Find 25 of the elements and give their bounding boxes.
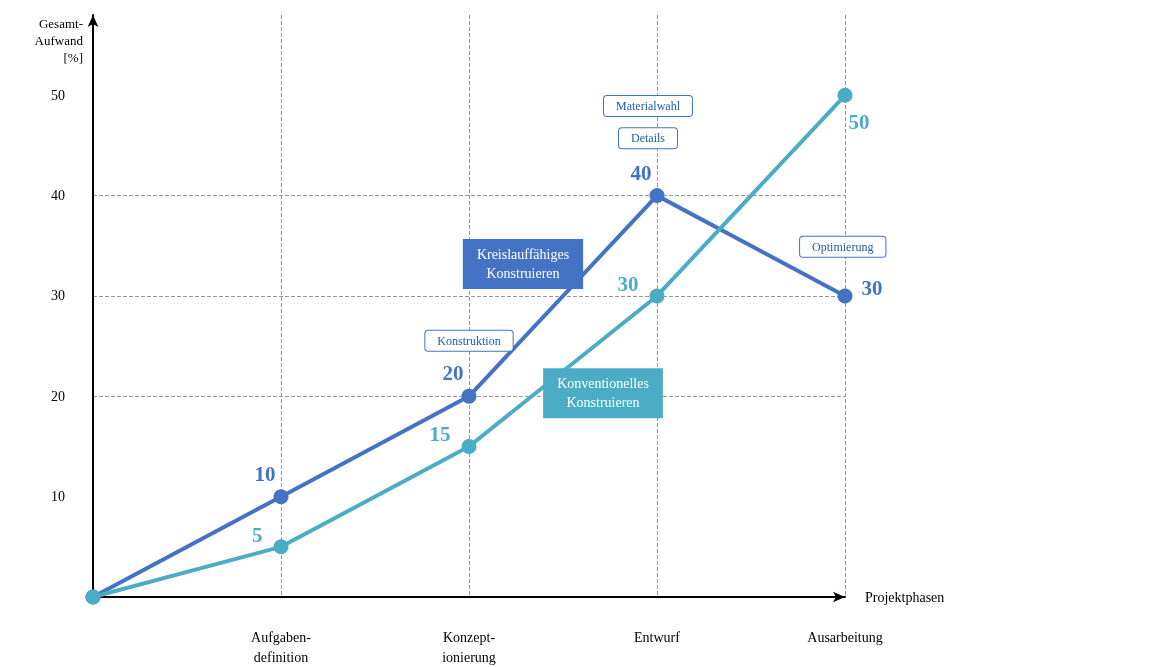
data-label: 5	[252, 522, 263, 547]
series-label: Konventionelles Konstruieren	[557, 376, 649, 411]
annotation: Konstruktion	[437, 333, 501, 348]
data-label: 30	[861, 275, 883, 300]
x-tick-label: Entwurf	[634, 629, 681, 645]
x-tick-label: Ausarbeitung	[807, 629, 883, 645]
y-tick-label: 20	[51, 388, 65, 404]
y-axis-title: Gesamt- Aufwand [%]	[34, 16, 84, 65]
annotation: Details	[630, 131, 666, 146]
x-tick-label: Konzept- ionierung	[442, 629, 496, 665]
data-label: 30	[617, 271, 639, 296]
x-tick-label: Aufgaben- definition	[251, 629, 312, 665]
data-label: 50	[848, 110, 870, 135]
x-axis-title: Projektphasen	[865, 589, 945, 605]
data-label: 15	[429, 422, 451, 447]
data-label: 40	[630, 160, 652, 185]
series-label: Kreislauffähiges Konstruieren	[476, 246, 570, 281]
annotation: Materialwahl	[615, 98, 681, 113]
y-tick-label: 10	[51, 489, 65, 505]
data-label: 10	[254, 461, 276, 486]
data-label: 20	[442, 361, 464, 386]
y-tick-label: 30	[51, 288, 65, 304]
y-tick-label: 50	[51, 87, 65, 103]
annotation: Optimierung	[812, 239, 874, 254]
y-tick-label: 40	[51, 188, 65, 204]
